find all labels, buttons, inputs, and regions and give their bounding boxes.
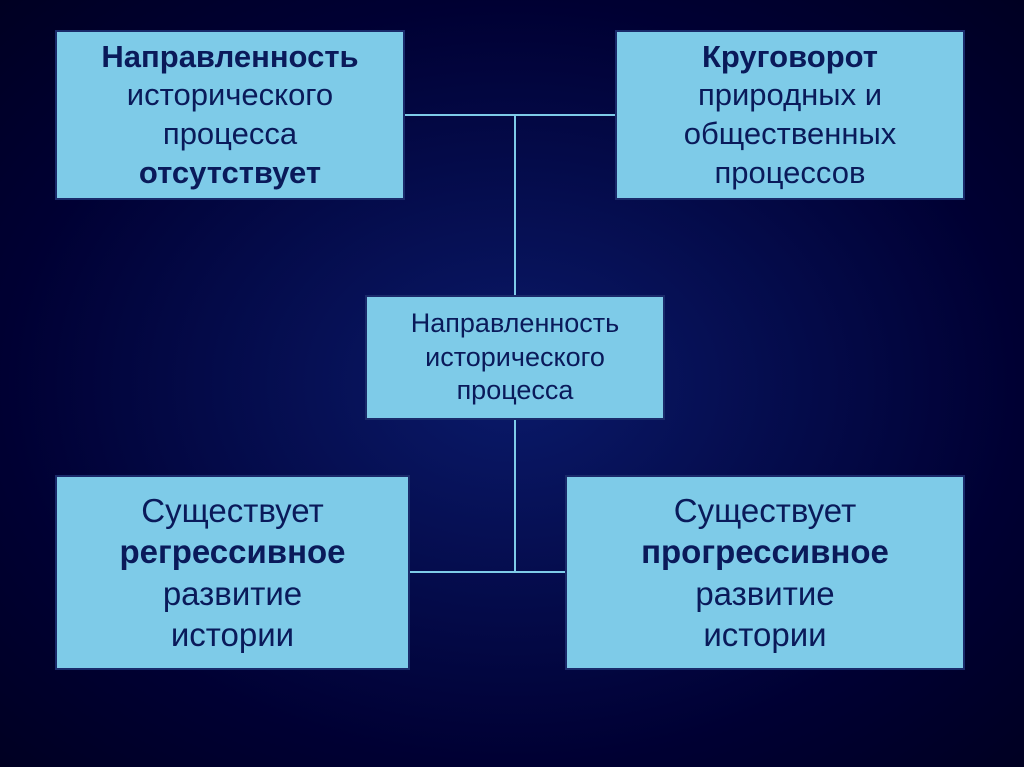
node-text-line: Существует — [641, 490, 889, 531]
node-text-line: исторического — [411, 341, 619, 375]
node-text-line: истории — [641, 614, 889, 655]
node-text-line: Направленность — [101, 38, 358, 77]
node-text-line: истории — [119, 614, 345, 655]
node-text-line: Направленность — [411, 307, 619, 341]
node-text-line: процесса — [411, 374, 619, 408]
node-text-line: процесса — [101, 115, 358, 154]
connector — [405, 115, 515, 295]
node-text-line: процессов — [684, 154, 896, 193]
node-top-left: Направленностьисторическогопроцессаотсут… — [55, 30, 405, 200]
node-center: Направленностьисторическогопроцесса — [365, 295, 665, 420]
connector — [515, 420, 565, 572]
connector — [410, 420, 515, 572]
node-text-line: развитие — [119, 573, 345, 614]
node-text-line: развитие — [641, 573, 889, 614]
node-text-line: регрессивное — [119, 531, 345, 572]
node-text-line: Существует — [119, 490, 345, 531]
node-text-line: прогрессивное — [641, 531, 889, 572]
node-bottom-left: Существуетрегрессивноеразвитиеистории — [55, 475, 410, 670]
node-text-line: исторического — [101, 76, 358, 115]
node-bottom-right: Существуетпрогрессивноеразвитиеистории — [565, 475, 965, 670]
node-text-line: Круговорот — [684, 38, 896, 77]
node-text-line: природных и — [684, 76, 896, 115]
node-text-line: отсутствует — [101, 154, 358, 193]
connector — [515, 115, 615, 295]
node-top-right: Круговоротприродных иобщественныхпроцесс… — [615, 30, 965, 200]
node-text-line: общественных — [684, 115, 896, 154]
